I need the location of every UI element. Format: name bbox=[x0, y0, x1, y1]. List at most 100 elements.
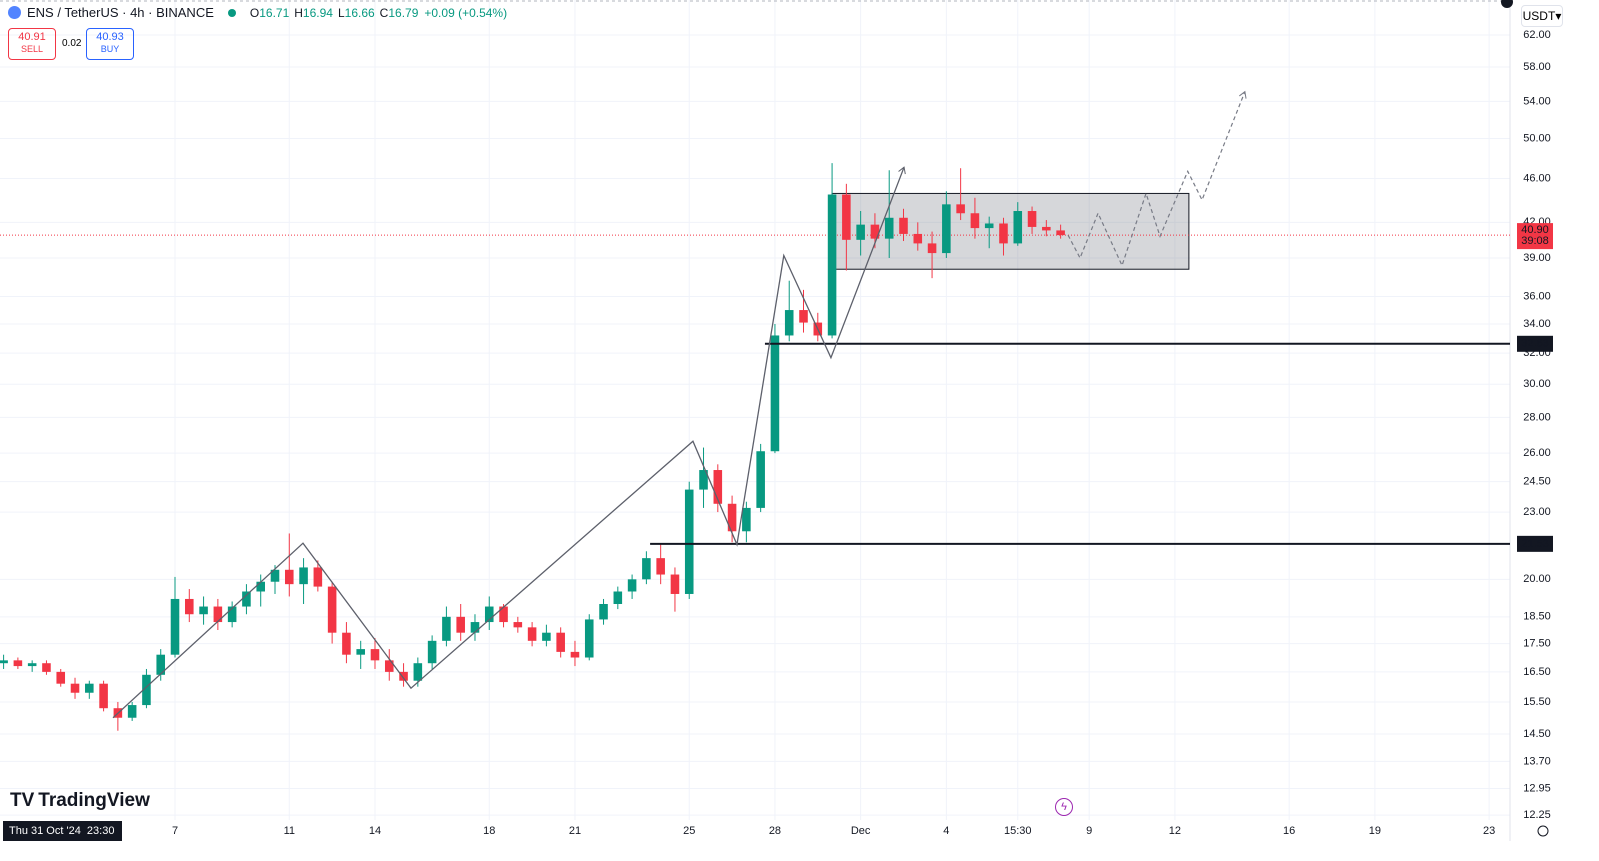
candle-body bbox=[456, 616, 465, 633]
candle-body bbox=[1056, 230, 1065, 236]
candle-body bbox=[827, 194, 837, 336]
candle-body bbox=[913, 233, 923, 244]
alert-icon bbox=[1501, 0, 1513, 8]
settings-icon[interactable] bbox=[1537, 825, 1549, 837]
trend-path bbox=[112, 166, 905, 719]
candle-body bbox=[242, 591, 251, 607]
y-tick-label: 14.50 bbox=[1523, 728, 1551, 740]
x-tick-label: 14 bbox=[369, 825, 381, 837]
x-tick-label: 7 bbox=[172, 825, 178, 837]
candle-body bbox=[799, 310, 808, 323]
x-tick-label: 11 bbox=[284, 825, 295, 837]
x-tick-label: 18 bbox=[483, 825, 495, 837]
y-tick-label: 54.00 bbox=[1523, 95, 1551, 107]
y-tick-label: 34.00 bbox=[1523, 318, 1551, 330]
candle-body bbox=[942, 204, 951, 254]
y-tick-label: 15.50 bbox=[1523, 696, 1551, 708]
candle-body bbox=[356, 649, 365, 655]
candle-body bbox=[1027, 211, 1037, 227]
cursor-time: Thu 31 Oct '24 23:30 bbox=[3, 821, 122, 841]
candle-body bbox=[570, 651, 580, 658]
sell-button[interactable]: 40.91 SELL bbox=[8, 28, 56, 60]
x-tick-label: Dec bbox=[851, 825, 871, 837]
candle-body bbox=[1042, 226, 1051, 231]
event-icon[interactable]: ϟ bbox=[1055, 798, 1073, 816]
brand: TV TradingView bbox=[10, 790, 150, 811]
x-tick-label: 12 bbox=[1169, 825, 1181, 837]
x-tick-label: 19 bbox=[1369, 825, 1381, 837]
candle-body bbox=[584, 619, 594, 658]
candle-body bbox=[784, 310, 794, 336]
level-label: 21.53 bbox=[1521, 538, 1549, 550]
ohlc-value: 16.94 bbox=[302, 5, 333, 20]
y-tick-label: 12.95 bbox=[1523, 782, 1551, 794]
candle-body bbox=[970, 213, 980, 229]
projection-path-arrow bbox=[1239, 90, 1247, 99]
y-tick-label: 36.00 bbox=[1523, 290, 1551, 302]
ohlc-key: O bbox=[249, 5, 260, 20]
ohlc-key: L bbox=[337, 5, 345, 20]
symbol-icon bbox=[8, 6, 21, 19]
candle-body bbox=[727, 503, 737, 532]
candle-body bbox=[85, 683, 94, 693]
candle-body bbox=[70, 683, 80, 693]
candle-body bbox=[313, 567, 323, 587]
ohlc-key: C bbox=[379, 5, 389, 20]
level-label-bg bbox=[1517, 335, 1553, 352]
candle-body bbox=[327, 586, 337, 633]
buy-button[interactable]: 40.93 BUY bbox=[86, 28, 134, 60]
x-tick-label: 9 bbox=[1086, 825, 1092, 837]
candle-body bbox=[213, 606, 223, 623]
candle-body bbox=[884, 217, 894, 239]
x-tick-label: 25 bbox=[683, 825, 695, 837]
ohlc-value: 16.66 bbox=[344, 5, 375, 20]
candle-body bbox=[42, 663, 51, 672]
candle-body bbox=[713, 470, 723, 504]
candle-body bbox=[470, 622, 480, 633]
x-tick-label: 23 bbox=[1483, 825, 1495, 837]
y-tick-label: 28.00 bbox=[1523, 411, 1551, 423]
x-tick-label: 15:30 bbox=[1004, 825, 1032, 837]
y-tick-label: 26.00 bbox=[1523, 447, 1551, 459]
candle-body bbox=[27, 663, 37, 667]
spread: 0.02 bbox=[62, 38, 82, 49]
last-price-countdown: 39:08 bbox=[1521, 235, 1549, 247]
candle-body bbox=[399, 671, 408, 681]
candle-body bbox=[670, 574, 680, 594]
y-tick-label: 30.00 bbox=[1523, 378, 1551, 390]
y-tick-label: 13.70 bbox=[1523, 755, 1551, 767]
candle-body bbox=[642, 558, 651, 580]
y-tick-label: 12.25 bbox=[1523, 809, 1551, 821]
change: +0.09 (+0.54%) bbox=[424, 5, 508, 20]
candle-body bbox=[999, 223, 1008, 244]
y-tick-label: 18.50 bbox=[1523, 611, 1551, 623]
last-price-label: 40.90 bbox=[1521, 224, 1549, 236]
candle-body bbox=[899, 217, 908, 234]
brand-text: TradingView bbox=[38, 790, 150, 811]
currency-menu[interactable]: USDT▾ bbox=[1521, 5, 1563, 27]
candle-body bbox=[427, 640, 437, 664]
candle-body bbox=[527, 627, 537, 641]
candle-body bbox=[99, 683, 108, 709]
y-tick-label: 50.00 bbox=[1523, 132, 1551, 144]
candle-body bbox=[199, 606, 208, 615]
candle-body bbox=[513, 622, 523, 628]
candle-body bbox=[442, 616, 451, 641]
projection-path bbox=[1067, 91, 1246, 268]
x-tick-label: 21 bbox=[569, 825, 581, 837]
y-tick-label: 23.00 bbox=[1523, 506, 1551, 518]
level-label-bg bbox=[1517, 535, 1553, 552]
candle-body bbox=[956, 204, 965, 214]
candle-body bbox=[156, 654, 166, 675]
candle-body bbox=[499, 606, 508, 623]
candle-body bbox=[599, 603, 608, 620]
x-tick-label: 16 bbox=[1283, 825, 1295, 837]
x-tick-label: 28 bbox=[769, 825, 781, 837]
candle-body bbox=[127, 705, 137, 718]
candle-body bbox=[756, 451, 765, 508]
symbol[interactable]: ENS / TetherUS · 4h · BINANCE bbox=[27, 5, 214, 20]
candle-body bbox=[770, 335, 780, 452]
candle-body bbox=[927, 243, 937, 254]
